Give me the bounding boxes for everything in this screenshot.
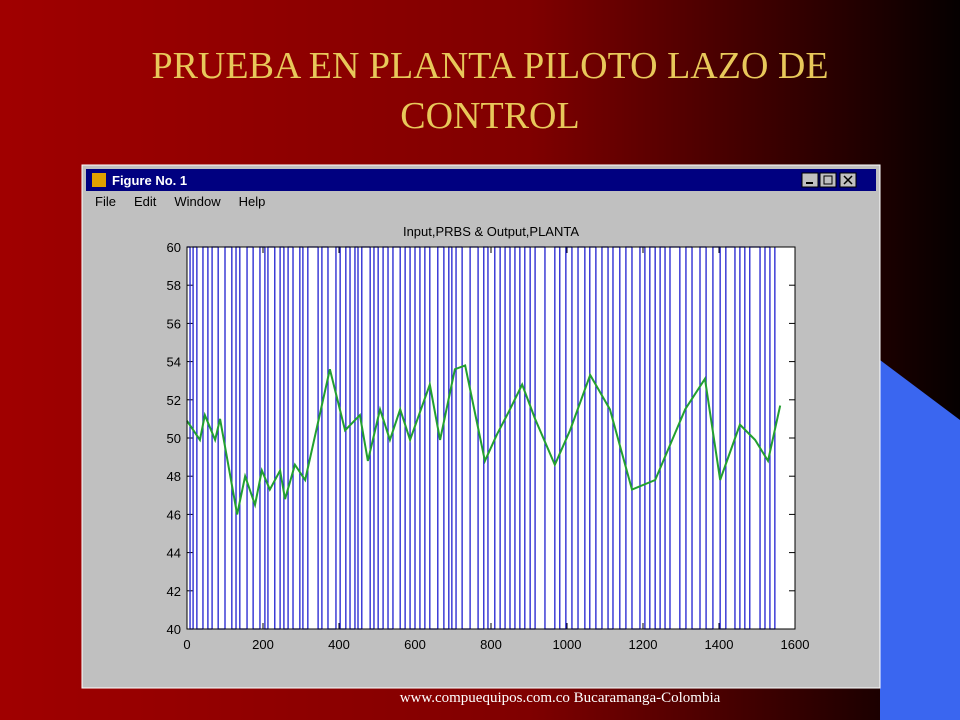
- slide-title: CONTROL: [400, 95, 579, 137]
- y-tick-label: 58: [167, 278, 181, 293]
- plot-area: [187, 247, 795, 629]
- x-tick-label: 1600: [781, 637, 810, 652]
- y-tick-label: 60: [167, 240, 181, 255]
- y-tick-label: 40: [167, 622, 181, 637]
- y-tick-label: 56: [167, 316, 181, 331]
- slide-title: PRUEBA EN PLANTA PILOTO LAZO DE: [151, 45, 828, 87]
- axes-frame: [186, 246, 796, 630]
- y-tick-label: 48: [167, 469, 181, 484]
- footer: www.compuequipos.com.co Bucaramanga-Colo…: [400, 690, 721, 706]
- menu-bar: File Edit Window Help: [95, 194, 265, 209]
- y-tick-label: 50: [167, 431, 181, 446]
- icon: [823, 175, 833, 185]
- menu-item[interactable]: Window: [174, 194, 221, 209]
- x-tick-label: 800: [480, 637, 502, 652]
- decor-shape: [880, 360, 960, 720]
- y-tick-label: 44: [167, 546, 181, 561]
- window-buttons[interactable]: [801, 172, 857, 188]
- maximize-button[interactable]: [819, 172, 837, 188]
- icon: [843, 175, 853, 185]
- x-tick-label: 1400: [705, 637, 734, 652]
- app-icon: [92, 173, 106, 187]
- window-title: Figure No. 1: [112, 173, 187, 188]
- y-tick-label: 46: [167, 507, 181, 522]
- menu-item[interactable]: Edit: [134, 194, 157, 209]
- x-tick-label: 1000: [553, 637, 582, 652]
- minimize-button[interactable]: [801, 172, 819, 188]
- menu-item[interactable]: File: [95, 194, 116, 209]
- y-tick-label: 42: [167, 584, 181, 599]
- y-tick-label: 54: [167, 355, 181, 370]
- y-tick-label: 52: [167, 393, 181, 408]
- output-line: [186, 364, 782, 515]
- x-tick-label: 200: [252, 637, 274, 652]
- x-tick-label: 0: [183, 637, 190, 652]
- x-tick-label: 600: [404, 637, 426, 652]
- title-bar: [86, 169, 876, 191]
- x-tick-label: 400: [328, 637, 350, 652]
- x-tick-label: 1200: [629, 637, 658, 652]
- menu-item[interactable]: Help: [239, 194, 266, 209]
- chart-title: Input,PRBS & Output,PLANTA: [403, 224, 579, 239]
